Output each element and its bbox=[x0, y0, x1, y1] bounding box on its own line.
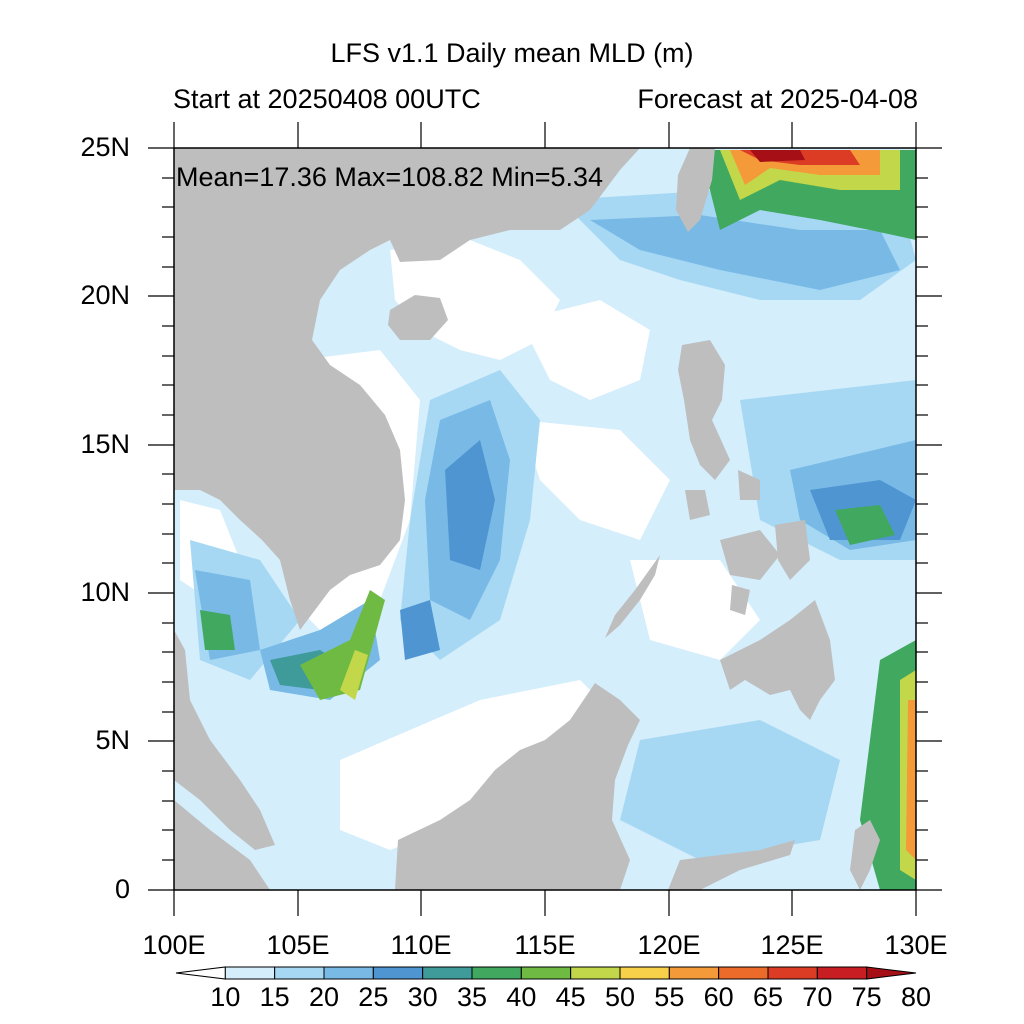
colorbar-swatch bbox=[422, 966, 473, 980]
colorbar-label: 80 bbox=[900, 982, 932, 1012]
mld-low-zone bbox=[520, 420, 670, 540]
land-visayas bbox=[720, 530, 780, 580]
land-visayas bbox=[685, 490, 710, 520]
land-hainan bbox=[388, 295, 448, 340]
land-halmahera bbox=[850, 820, 880, 890]
mld-low-zone bbox=[520, 300, 650, 400]
colorbar-label: 25 bbox=[358, 982, 389, 1012]
lat-label: 5N bbox=[95, 725, 130, 755]
map-field bbox=[174, 148, 916, 890]
colorbar-label: 10 bbox=[210, 982, 241, 1012]
start-time-label: Start at 20250408 00UTC bbox=[173, 84, 481, 114]
colorbar-label: 20 bbox=[308, 982, 340, 1012]
axis-ticks bbox=[148, 122, 942, 916]
colorbar-label: 55 bbox=[654, 982, 685, 1012]
lat-label: 0 bbox=[114, 874, 130, 904]
colorbar bbox=[175, 966, 917, 980]
land-sulawesi bbox=[668, 840, 795, 890]
lon-label: 125E bbox=[760, 930, 824, 960]
lon-label: 100E bbox=[142, 930, 206, 960]
mld-band-30 bbox=[400, 600, 440, 660]
land-luzon bbox=[678, 340, 730, 480]
mld-band-75 bbox=[750, 150, 805, 162]
mld-band-40 bbox=[300, 590, 385, 700]
colorbar-label: 60 bbox=[703, 982, 734, 1012]
mld-band-30 bbox=[445, 440, 495, 570]
lat-label: 20N bbox=[80, 280, 130, 310]
colorbar-swatch bbox=[274, 966, 325, 980]
colorbar-swatch bbox=[866, 966, 917, 980]
mld-band-40 bbox=[200, 610, 235, 650]
colorbar-swatch bbox=[175, 966, 226, 980]
colorbar-label: 40 bbox=[506, 982, 537, 1012]
land-malay-peninsula bbox=[174, 630, 275, 850]
colorbar-swatch bbox=[323, 966, 374, 980]
lat-label: 25N bbox=[80, 132, 130, 162]
mld-low-zone bbox=[340, 680, 620, 850]
land-mainland-asia bbox=[174, 148, 640, 630]
land-borneo bbox=[395, 683, 640, 890]
colorbar-swatch bbox=[570, 966, 621, 980]
land-taiwan bbox=[676, 148, 715, 232]
colorbar-swatch bbox=[668, 966, 720, 980]
land-visayas bbox=[775, 520, 810, 580]
lat-label: 15N bbox=[80, 429, 130, 459]
colorbar-swatch bbox=[718, 966, 769, 980]
colorbar-swatch bbox=[224, 966, 276, 980]
land-visayas bbox=[738, 470, 760, 500]
lon-label: 130E bbox=[884, 930, 948, 960]
mld-low-zone bbox=[630, 560, 760, 660]
lat-label: 10N bbox=[80, 577, 130, 607]
land bbox=[174, 148, 880, 890]
colorbar-label: 50 bbox=[604, 982, 636, 1012]
lon-label: 110E bbox=[390, 930, 452, 960]
colorbar-swatch bbox=[767, 966, 818, 980]
colorbar-label: 75 bbox=[851, 982, 882, 1012]
land-palawan bbox=[605, 555, 660, 638]
colorbar-swatch bbox=[816, 966, 868, 980]
lon-label: 105E bbox=[266, 930, 330, 960]
forecast-time-label: Forecast at 2025-04-08 bbox=[637, 84, 918, 114]
colorbar-label: 65 bbox=[752, 982, 784, 1012]
land-mindanao bbox=[720, 600, 835, 720]
colorbar-label: 35 bbox=[456, 982, 488, 1012]
lon-label: 115E bbox=[514, 930, 576, 960]
colorbar-label: 70 bbox=[802, 982, 833, 1012]
colorbar-label: 15 bbox=[259, 982, 290, 1012]
colorbar-swatch bbox=[619, 966, 670, 980]
colorbar-label: 45 bbox=[555, 982, 586, 1012]
colorbar-swatch bbox=[520, 966, 572, 980]
mld-band-55 bbox=[906, 700, 916, 860]
map-title: LFS v1.1 Daily mean MLD (m) bbox=[330, 38, 694, 68]
land-sumatra bbox=[174, 800, 270, 890]
stats-label: Mean=17.36 Max=108.82 Min=5.34 bbox=[176, 162, 604, 192]
mld-band-25 bbox=[590, 215, 900, 290]
mld-band-20 bbox=[620, 720, 840, 860]
lon-label: 120E bbox=[637, 930, 701, 960]
land-visayas bbox=[730, 585, 750, 615]
colorbar-swatch bbox=[471, 966, 522, 980]
colorbar-label: 30 bbox=[407, 982, 438, 1012]
mld-band-45 bbox=[340, 650, 368, 700]
colorbar-swatch bbox=[372, 966, 424, 980]
mld-band-40 bbox=[835, 505, 895, 545]
